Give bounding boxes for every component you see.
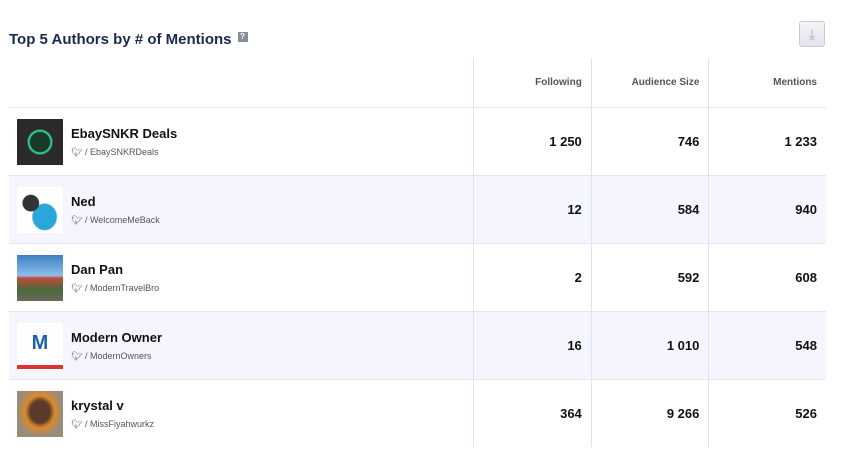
- mentions-value: 526: [708, 379, 826, 447]
- widget-title: Top 5 Authors by # of Mentions?: [9, 31, 248, 48]
- author-name[interactable]: Modern Owner: [71, 329, 163, 345]
- twitter-icon: 🐦︎: [71, 146, 83, 157]
- avatar[interactable]: [17, 118, 63, 165]
- avatar[interactable]: M: [17, 322, 63, 369]
- table-row: M Modern Owner 🐦︎ / ModernOwners 16 1 010 …: [9, 311, 826, 380]
- title-text: Top 5 Authors by # of Mentions: [9, 31, 232, 48]
- download-icon: ⤓: [808, 26, 816, 42]
- audience-value: 1 010: [590, 311, 709, 380]
- author-name[interactable]: EbaySNKR Deals: [71, 125, 178, 141]
- following-value: 1 250: [473, 107, 592, 176]
- mentions-value: 940: [708, 175, 826, 244]
- author-name[interactable]: Ned: [71, 193, 96, 209]
- table-row: krystal v 🐦︎ / MissFiyahwurkz 364 9 266 5…: [9, 379, 826, 447]
- avatar[interactable]: [17, 390, 63, 437]
- twitter-icon: 🐦︎: [71, 282, 83, 293]
- author-header: [9, 58, 474, 108]
- author-name[interactable]: Dan Pan: [71, 261, 124, 277]
- audience-header[interactable]: Audience Size: [590, 58, 709, 108]
- table-row: Dan Pan 🐦︎ / ModernTravelBro 2 592 608: [9, 243, 826, 312]
- table-row: EbaySNKR Deals 🐦︎ / EbaySNKRDeals 1 250 7…: [9, 107, 826, 176]
- help-icon[interactable]: ?: [237, 32, 248, 42]
- audience-value: 584: [590, 175, 709, 244]
- audience-value: 9 266: [590, 379, 709, 447]
- author-handle[interactable]: EbaySNKRDeals: [89, 146, 159, 157]
- following-value: 12: [473, 175, 592, 244]
- authors-table: Following Audience Size Mentions EbaySNK…: [9, 58, 826, 447]
- following-value: 16: [473, 311, 592, 380]
- mentions-value: 548: [708, 311, 826, 380]
- author-name[interactable]: krystal v: [71, 397, 124, 413]
- mentions-value: 608: [708, 243, 826, 312]
- mentions-value: 1 233: [708, 107, 826, 176]
- following-header[interactable]: Following: [473, 58, 592, 108]
- twitter-icon: 🐦︎: [71, 418, 83, 429]
- twitter-icon: 🐦︎: [71, 214, 83, 225]
- author-handle[interactable]: ModernOwners: [89, 350, 152, 361]
- audience-value: 746: [590, 107, 709, 176]
- mentions-header[interactable]: Mentions: [708, 58, 826, 108]
- avatar[interactable]: [17, 186, 63, 233]
- author-handle[interactable]: WelcomeMeBack: [89, 214, 160, 225]
- author-handle[interactable]: ModernTravelBro: [89, 282, 160, 293]
- table-row: Ned 🐦︎ / WelcomeMeBack 12 584 940: [9, 175, 826, 244]
- audience-value: 592: [590, 243, 709, 312]
- download-button[interactable]: ⤓: [799, 21, 825, 47]
- following-value: 364: [473, 379, 592, 447]
- header-row: Following Audience Size Mentions: [9, 58, 826, 108]
- avatar[interactable]: [17, 254, 63, 301]
- following-value: 2: [473, 243, 592, 312]
- twitter-icon: 🐦︎: [71, 350, 83, 361]
- author-handle[interactable]: MissFiyahwurkz: [89, 418, 154, 429]
